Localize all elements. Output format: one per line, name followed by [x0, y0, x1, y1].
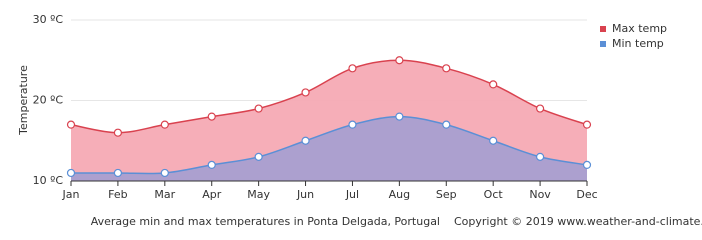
point [66, 120, 76, 129]
point [348, 120, 357, 129]
legend-swatch [600, 26, 606, 32]
point [207, 112, 216, 121]
credit: Copyright © 2019 www.weather-and-climate… [454, 215, 702, 228]
legend-label: Min temp [612, 37, 664, 50]
x-tick-label: May [247, 188, 270, 201]
point [160, 168, 169, 178]
point [489, 80, 498, 89]
x-tick-label: Jun [296, 188, 314, 201]
x-tick-label: Aug [389, 188, 410, 201]
point [535, 152, 545, 161]
x-tick-label: Apr [202, 188, 222, 201]
point [113, 168, 123, 178]
point [535, 104, 545, 113]
point [301, 136, 310, 145]
point [113, 128, 123, 137]
point [395, 56, 404, 65]
chart: Temperature Average min and max temperat… [17, 13, 702, 228]
y-axis-title: Temperature [17, 65, 30, 136]
legend-label: Max temp [612, 22, 667, 35]
x-tick-label: Sep [436, 188, 457, 201]
point [395, 112, 404, 121]
point [301, 88, 310, 97]
point [66, 168, 76, 178]
point [582, 120, 592, 129]
x-tick-label: Oct [484, 188, 504, 201]
x-tick-label: Mar [154, 188, 175, 201]
x-tick-label: Dec [576, 188, 597, 201]
area-fill [71, 116, 587, 181]
y-tick-label: 10 ºC [33, 174, 64, 187]
point [489, 136, 498, 145]
point [160, 120, 169, 129]
point [254, 152, 263, 161]
point [442, 120, 451, 129]
y-tick-label: 20 ºC [33, 94, 64, 107]
x-tick-label: Jan [62, 188, 80, 201]
point [348, 64, 357, 73]
caption: Average min and max temperatures in Pont… [91, 215, 440, 228]
point [582, 160, 592, 169]
point [254, 104, 263, 113]
point [207, 160, 216, 169]
legend-swatch [600, 41, 606, 47]
x-tick-label: Nov [529, 188, 551, 201]
x-tick-label: Feb [108, 188, 127, 201]
point [442, 64, 451, 73]
x-tick-label: Jul [345, 188, 359, 201]
y-tick-label: 30 ºC [33, 13, 64, 26]
